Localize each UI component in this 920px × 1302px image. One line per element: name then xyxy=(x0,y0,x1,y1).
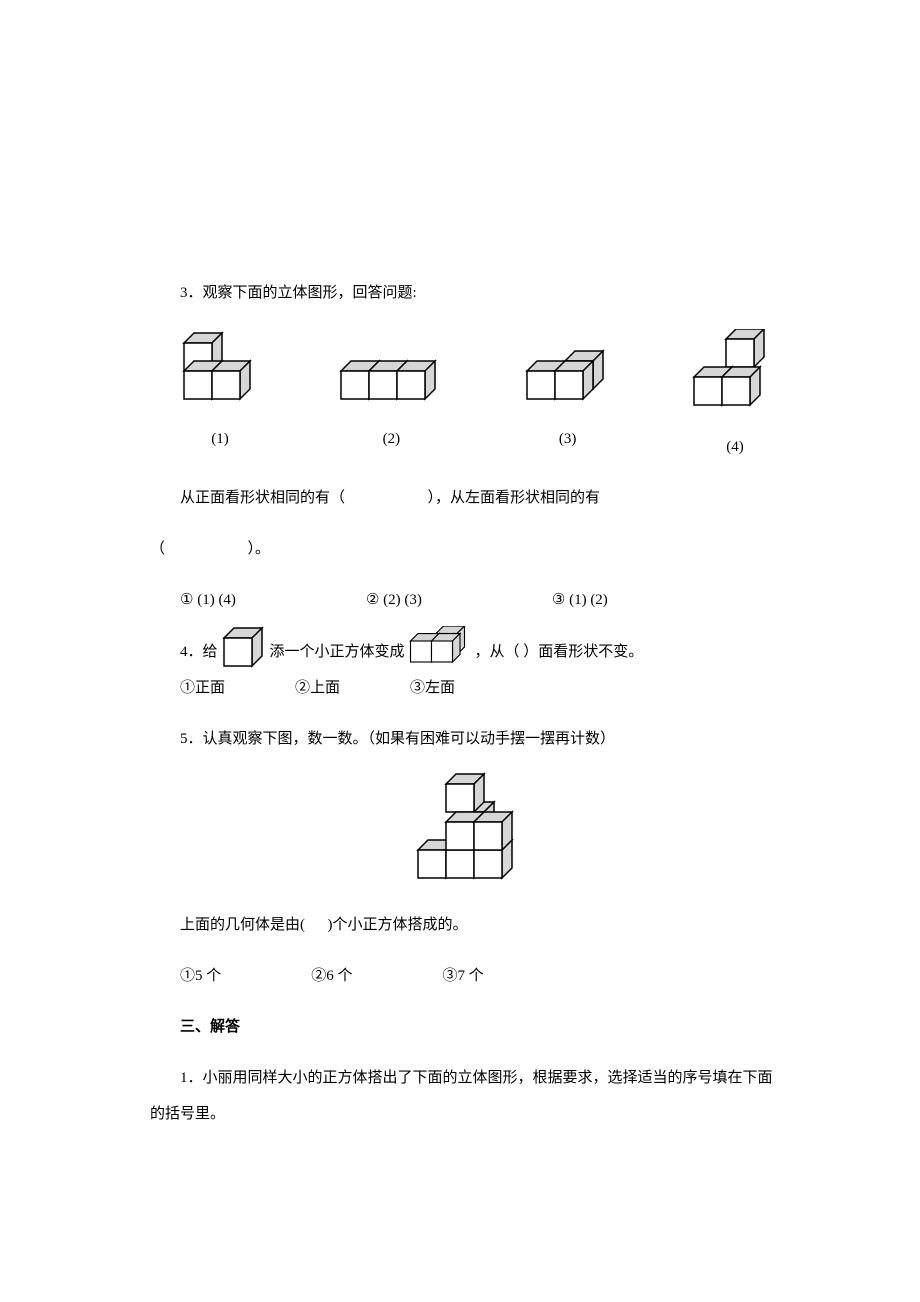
cube-fig-2-icon xyxy=(337,329,445,411)
q3-options: ① (1) (4) ② (2) (3) ③ (1) (2) xyxy=(150,582,780,618)
cube-fig-1-icon xyxy=(180,329,260,411)
q4-pre: 4．给 xyxy=(180,634,218,670)
q3-fig-3: (3) xyxy=(523,329,613,465)
q5-figure xyxy=(150,772,780,892)
q3-front-text-a: 从正面看形状相同的有（ xyxy=(180,490,345,506)
page: 3．观察下面的立体图形，回答问题: (1) (2) xyxy=(0,0,920,1302)
q3-left-blank[interactable] xyxy=(169,541,244,557)
q5-options: ①5 个 ②6 个 ③7 个 xyxy=(150,958,780,994)
q5-option-2[interactable]: ②6 个 xyxy=(311,958,352,994)
q4-cube-a-icon xyxy=(222,626,266,670)
q3-fig-3-label: (3) xyxy=(559,421,577,457)
q4-post: ，从（ ）面看形状不变。 xyxy=(475,634,644,670)
q4-option-3[interactable]: ③左面 xyxy=(410,670,455,706)
q4-options: ①正面 ②上面 ③左面 xyxy=(150,670,780,706)
q5-option-1[interactable]: ①5 个 xyxy=(180,958,221,994)
cube-fig-3-icon xyxy=(523,329,613,411)
q4-option-2[interactable]: ②上面 xyxy=(295,670,340,706)
q4-cube-b-icon xyxy=(409,626,471,670)
q3-fig-2: (2) xyxy=(337,329,445,465)
q3-fig-4-label: (4) xyxy=(726,429,744,465)
q3-front-blank[interactable] xyxy=(349,490,424,506)
q3-fig-1: (1) xyxy=(180,329,260,465)
q5-intro: 5．认真观察下图，数一数。（如果有困难可以动手摆一摆再计数） xyxy=(150,721,780,757)
q3-question-left: （ ）。 xyxy=(150,531,780,567)
q5-body: 上面的几何体是由( )个小正方体搭成的。 xyxy=(150,907,780,943)
q3-option-3[interactable]: ③ (1) (2) xyxy=(552,582,608,618)
q3-fig-1-label: (1) xyxy=(211,421,229,457)
q3-option-1[interactable]: ① (1) (4) xyxy=(180,582,236,618)
q3-option-2[interactable]: ② (2) (3) xyxy=(366,582,422,618)
section3-heading: 三、解答 xyxy=(150,1009,780,1045)
q3-question-front: 从正面看形状相同的有（ ），从左面看形状相同的有 xyxy=(150,480,780,516)
q5-cube-icon xyxy=(400,772,530,892)
q3-fig-4: (4) xyxy=(690,329,780,465)
q3-left-close: ）。 xyxy=(248,541,271,557)
q3-left-open: （ xyxy=(150,541,165,557)
section3-q1: 1．小丽用同样大小的正方体搭出了下面的立体图形，根据要求，选择适当的序号填在下面… xyxy=(150,1060,780,1132)
q3-fig-2-label: (2) xyxy=(383,421,401,457)
q3-front-text-b: ），从左面看形状相同的有 xyxy=(428,490,601,506)
q5-option-3[interactable]: ③7 个 xyxy=(443,958,484,994)
q4-option-1[interactable]: ①正面 xyxy=(180,670,225,706)
q3-intro: 3．观察下面的立体图形，回答问题: xyxy=(150,275,780,311)
q4-mid: 添一个小正方体变成 xyxy=(270,634,405,670)
q3-figures: (1) (2) (3) (4 xyxy=(180,329,780,465)
q4-line: 4．给 添一个小正方体变成 ，从（ ）面看形状不变。 xyxy=(150,626,780,670)
cube-fig-4-icon xyxy=(690,329,780,419)
